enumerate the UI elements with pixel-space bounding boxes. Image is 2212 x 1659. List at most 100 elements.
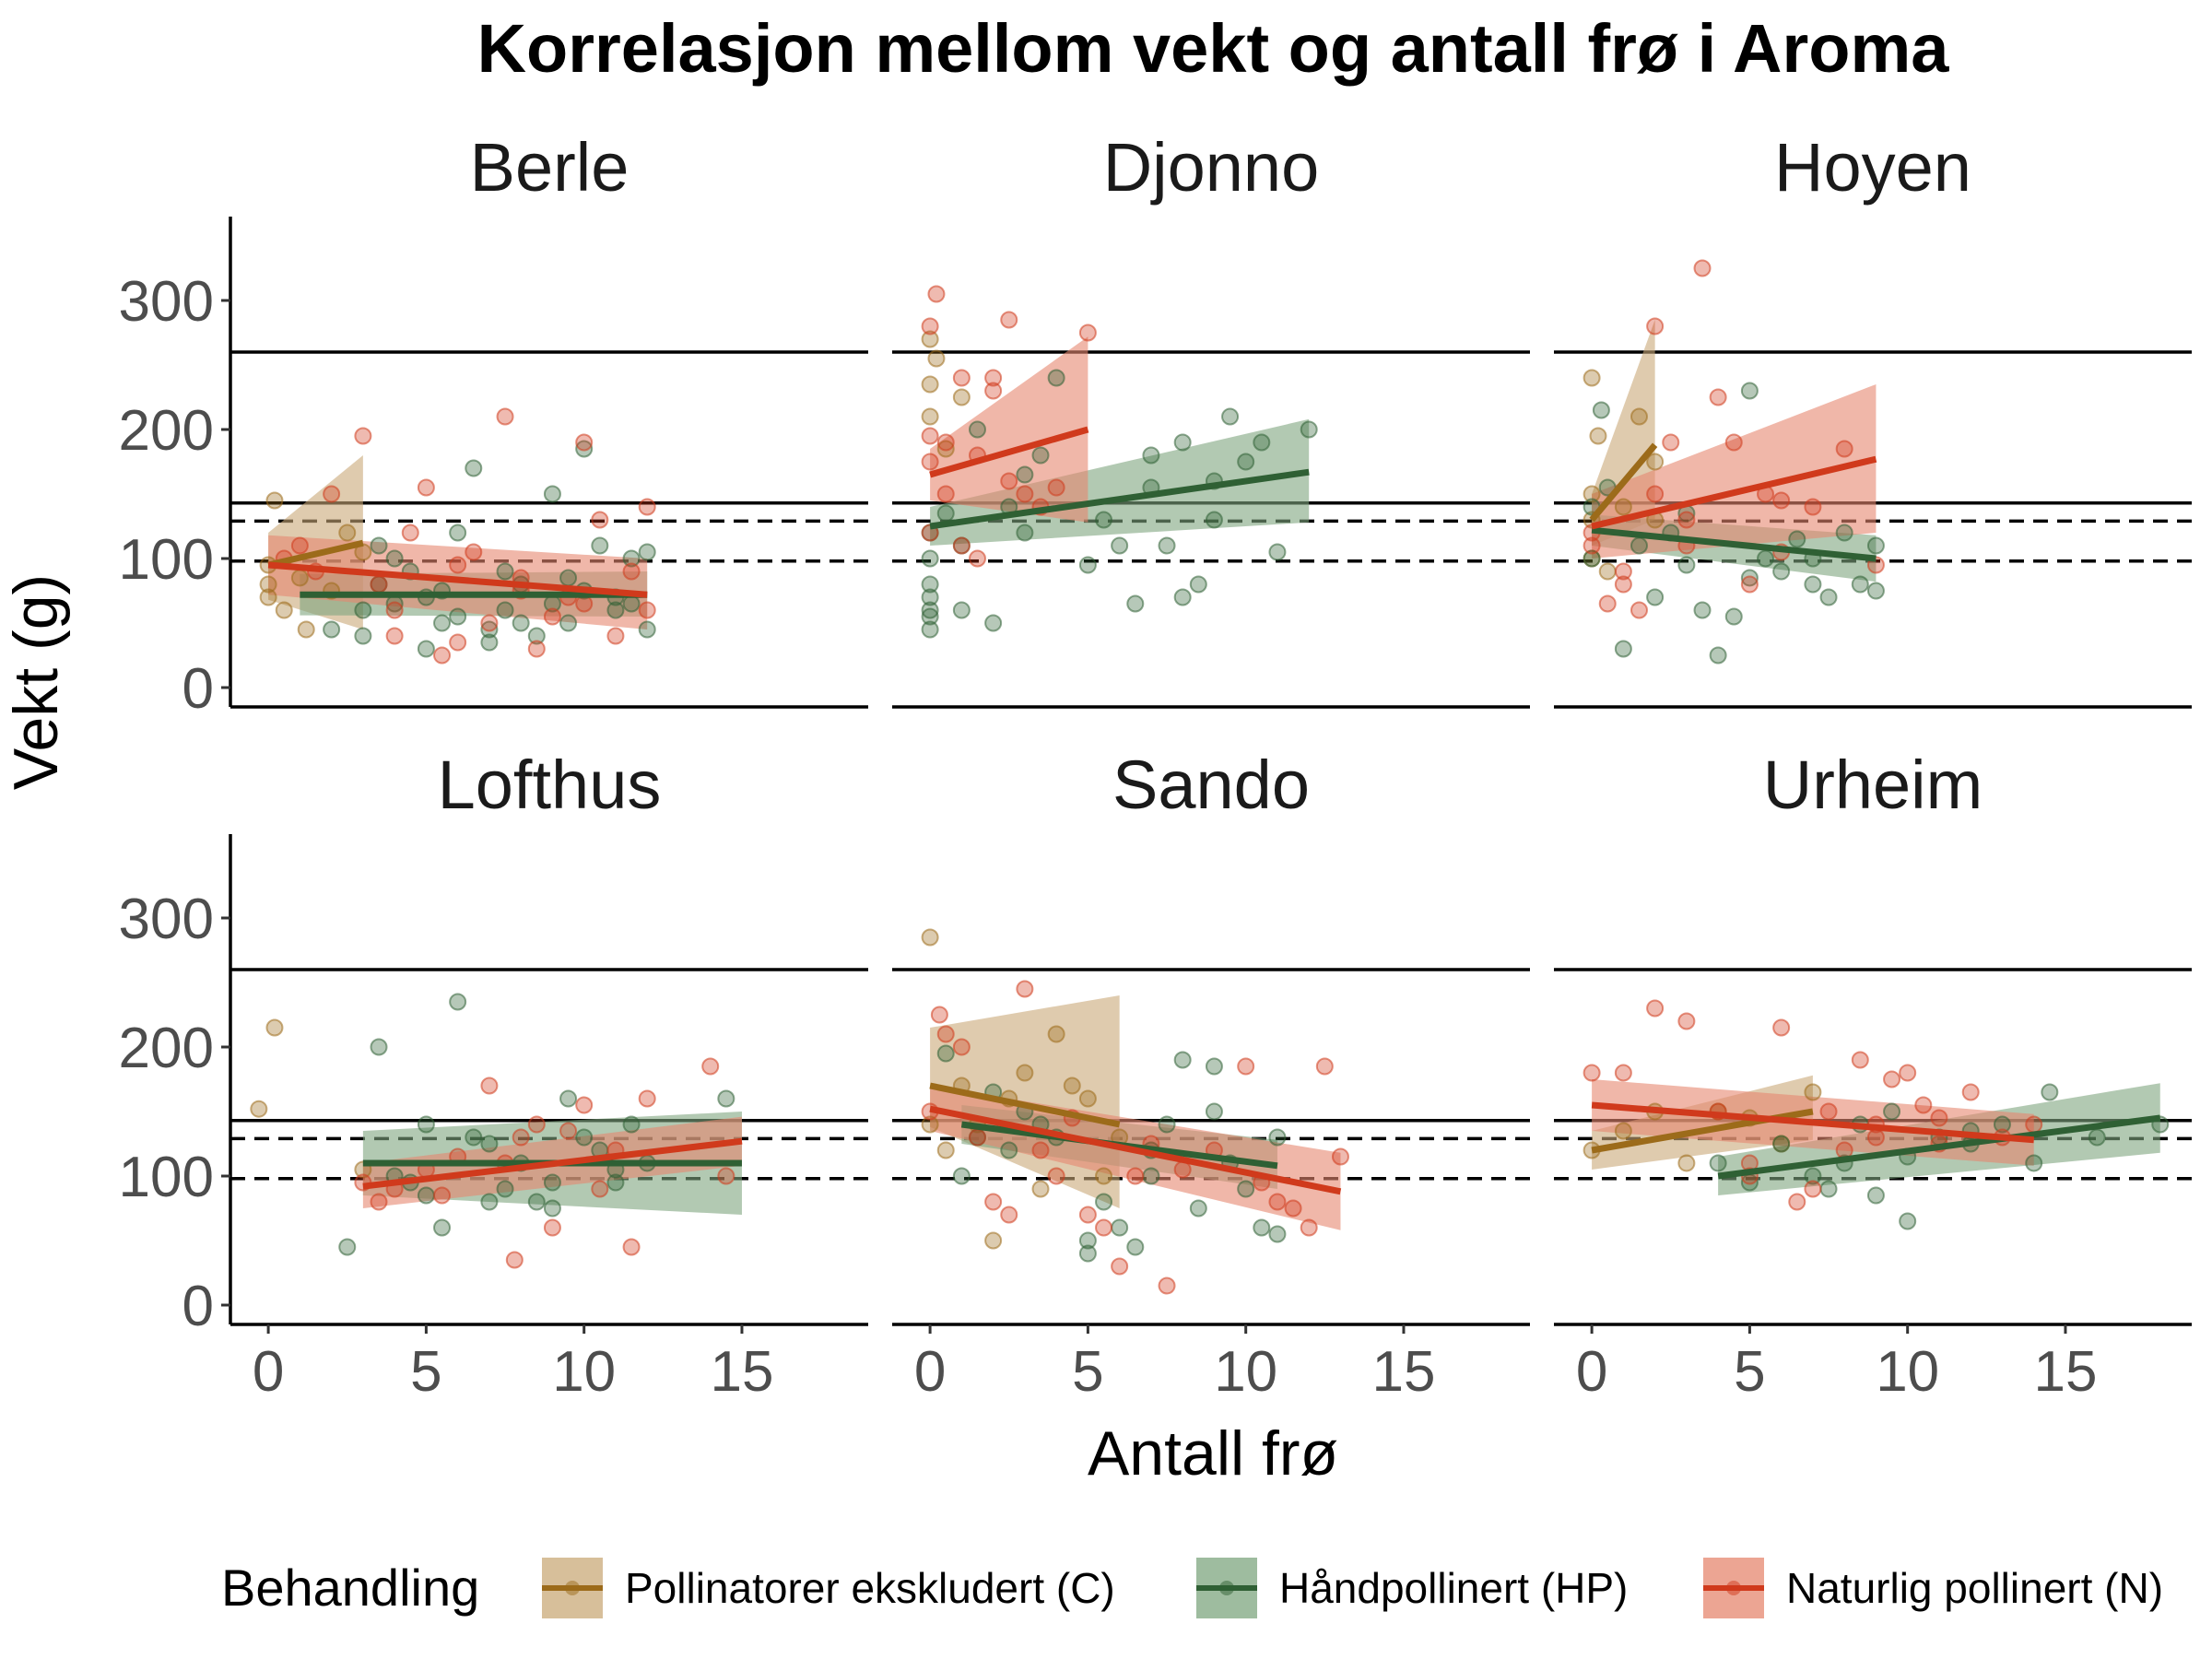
point-c (1583, 369, 1601, 387)
point-hp (559, 569, 578, 587)
point-n (1914, 1096, 1933, 1114)
point-hp (1804, 1167, 1822, 1185)
point-n (591, 1180, 609, 1198)
point-hp (921, 575, 939, 594)
point-n (527, 640, 546, 658)
point-hp (1158, 1115, 1176, 1134)
point-hp (1031, 446, 1050, 465)
point-hp (527, 1193, 546, 1211)
point-hp (591, 536, 609, 555)
point-c (1589, 427, 1607, 445)
point-hp (2025, 1154, 2043, 1172)
point-hp (575, 440, 594, 458)
point-hp (1709, 1154, 1727, 1172)
point-n (701, 1057, 720, 1076)
point-n (1047, 478, 1065, 497)
point-n (449, 633, 467, 652)
point-n (1835, 440, 1853, 458)
point-hp (512, 614, 530, 632)
fit-line-n (267, 561, 648, 598)
point-n (936, 433, 955, 452)
point-hp (1630, 536, 1648, 555)
legend-item-c: Pollinatorer ekskludert (C) (542, 1558, 1115, 1618)
point-hp (1173, 588, 1192, 606)
point-c (1583, 485, 1601, 503)
point-c (275, 601, 293, 619)
point-c (1614, 1122, 1632, 1140)
point-hp (1078, 556, 1097, 574)
point-n (1709, 388, 1727, 406)
point-hp (1205, 1057, 1223, 1076)
point-n (638, 1089, 656, 1108)
point-n (1598, 594, 1617, 613)
point-n (984, 1193, 1003, 1211)
point-hp (638, 620, 656, 639)
point-n (930, 1006, 948, 1024)
strip-label-djonno: Djonno (1103, 129, 1320, 206)
point-hp (1221, 407, 1240, 426)
point-hp (543, 1173, 561, 1192)
point-hp (1016, 524, 1034, 542)
ci-band-n (1592, 384, 1877, 559)
point-hp (417, 640, 435, 658)
point-n (1819, 1102, 1838, 1121)
point-hp (638, 543, 656, 561)
point-hp (496, 601, 514, 619)
point-n (952, 536, 971, 555)
point-n (575, 433, 594, 452)
point-hp (370, 536, 388, 555)
point-n (385, 601, 404, 619)
point-hp (1205, 1102, 1223, 1121)
chart-title: Korrelasjon mellom vekt og antall frø i … (477, 10, 1950, 87)
strip-label-berle: Berle (470, 129, 629, 206)
point-hp (543, 485, 561, 503)
point-n (1961, 1083, 1980, 1101)
point-c (1031, 1180, 1050, 1198)
point-n (385, 627, 404, 645)
point-n (1078, 324, 1097, 342)
point-hp (1126, 594, 1145, 613)
point-c (1677, 1154, 1696, 1172)
point-n (1851, 1051, 1869, 1069)
point-hp (1268, 1128, 1287, 1147)
point-hp (354, 627, 372, 645)
panel-hoyen: Hoyen (1554, 129, 2192, 709)
point-hp (1899, 1212, 1917, 1230)
point-hp (1158, 536, 1176, 555)
x-tick-label: 15 (1371, 1340, 1435, 1404)
point-n (717, 1167, 735, 1185)
fit-line-c (267, 539, 364, 569)
point-n (1583, 1064, 1601, 1082)
point-n (575, 1096, 594, 1114)
point-hp (1268, 543, 1287, 561)
panel-lofthus: Lofthus 0 100 200 300 0 5 10 15 (119, 747, 868, 1404)
point-n (465, 543, 483, 561)
point-hp (1866, 1186, 1885, 1205)
point-n (575, 594, 594, 613)
point-hp (1883, 1102, 1901, 1121)
panel-sando: Sando 0 5 10 15 (892, 747, 1530, 1404)
point-hp (1740, 382, 1759, 400)
fit-line-n (929, 426, 1089, 478)
point-n (1095, 1218, 1113, 1237)
legend-title: Behandling (221, 1559, 479, 1617)
point-hp (323, 620, 341, 639)
x-tick-label: 10 (1214, 1340, 1277, 1404)
point-hp (984, 614, 1003, 632)
point-hp (1866, 536, 1885, 555)
x-tick-label: 0 (914, 1340, 946, 1404)
point-n (1804, 1180, 1822, 1198)
x-tick-label: 0 (253, 1340, 284, 1404)
point-n (354, 427, 372, 445)
point-hp (449, 524, 467, 542)
point-hp (952, 601, 971, 619)
point-n (622, 562, 641, 581)
point-hp (1111, 1218, 1129, 1237)
point-n (1662, 433, 1680, 452)
point-c (921, 928, 939, 947)
point-hp (936, 504, 955, 523)
point-n (1693, 259, 1712, 277)
strip-label-hoyen: Hoyen (1774, 129, 1971, 206)
x-tick-label: 10 (1876, 1340, 1939, 1404)
point-hp (606, 1173, 625, 1192)
